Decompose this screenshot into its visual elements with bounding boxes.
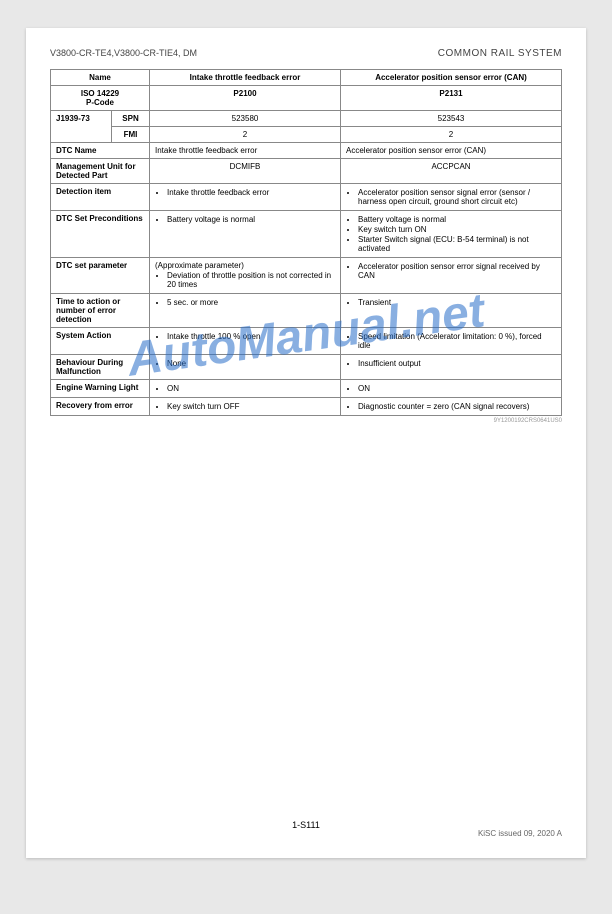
iso-label: ISO 14229 P-Code bbox=[51, 86, 150, 111]
precond-b: Battery voltage is normal Key switch tur… bbox=[341, 211, 562, 258]
param-b-item: Accelerator position sensor error signal… bbox=[358, 262, 556, 280]
detection-label: Detection item bbox=[51, 184, 150, 211]
doc-code: 9Y1200192CRS0641US0 bbox=[50, 418, 562, 424]
behav-a-item: None bbox=[167, 359, 335, 368]
time-a: 5 sec. or more bbox=[150, 294, 341, 328]
action-label: System Action bbox=[51, 328, 150, 355]
header-left: V3800-CR-TE4,V3800-CR-TIE4, DM bbox=[50, 48, 197, 59]
mgmt-label: Management Unit for Detected Part bbox=[51, 159, 150, 184]
col-a-header: Intake throttle feedback error bbox=[150, 70, 341, 86]
iso-a: P2100 bbox=[150, 86, 341, 111]
detection-b: Accelerator position sensor signal error… bbox=[341, 184, 562, 211]
param-label: DTC set parameter bbox=[51, 258, 150, 294]
precond-b-item: Starter Switch signal (ECU: B-54 termina… bbox=[358, 235, 556, 253]
dtc-name-b: Accelerator position sensor error (CAN) bbox=[341, 143, 562, 159]
spn-a: 523580 bbox=[150, 111, 341, 127]
header-right: COMMON RAIL SYSTEM bbox=[438, 48, 562, 59]
time-b-item: Transient bbox=[358, 298, 556, 307]
behav-b-item: Insufficient output bbox=[358, 359, 556, 368]
ewl-a-item: ON bbox=[167, 384, 335, 393]
time-label: Time to action or number of error detect… bbox=[51, 294, 150, 328]
iso-b: P2131 bbox=[341, 86, 562, 111]
ewl-b-item: ON bbox=[358, 384, 556, 393]
ewl-label: Engine Warning Light bbox=[51, 380, 150, 398]
fmi-a: 2 bbox=[150, 127, 341, 143]
action-a-item: Intake throttle 100 % open bbox=[167, 332, 335, 341]
precond-a-item: Battery voltage is normal bbox=[167, 215, 335, 224]
dtc-table: Name Intake throttle feedback error Acce… bbox=[50, 69, 562, 416]
time-b: Transient bbox=[341, 294, 562, 328]
behav-b: Insufficient output bbox=[341, 355, 562, 380]
ewl-b: ON bbox=[341, 380, 562, 398]
spn-b: 523543 bbox=[341, 111, 562, 127]
precond-label: DTC Set Preconditions bbox=[51, 211, 150, 258]
recov-b-item: Diagnostic counter = zero (CAN signal re… bbox=[358, 402, 556, 411]
recov-b: Diagnostic counter = zero (CAN signal re… bbox=[341, 398, 562, 416]
col-b-header: Accelerator position sensor error (CAN) bbox=[341, 70, 562, 86]
ewl-a: ON bbox=[150, 380, 341, 398]
page-number: 1-S111 bbox=[292, 820, 320, 830]
precond-a: Battery voltage is normal bbox=[150, 211, 341, 258]
footer-right: KiSC issued 09, 2020 A bbox=[478, 829, 562, 838]
action-b-item: Speed limitation (Accelerator limitation… bbox=[358, 332, 556, 350]
action-b: Speed limitation (Accelerator limitation… bbox=[341, 328, 562, 355]
detection-a-item: Intake throttle feedback error bbox=[167, 188, 335, 197]
param-a: (Approximate parameter) Deviation of thr… bbox=[150, 258, 341, 294]
detection-b-item: Accelerator position sensor signal error… bbox=[358, 188, 556, 206]
name-header: Name bbox=[51, 70, 150, 86]
page-header: V3800-CR-TE4,V3800-CR-TIE4, DM COMMON RA… bbox=[50, 48, 562, 59]
mgmt-b: ACCPCAN bbox=[341, 159, 562, 184]
mgmt-a: DCMIFB bbox=[150, 159, 341, 184]
precond-b-item: Battery voltage is normal bbox=[358, 215, 556, 224]
recov-a: Key switch turn OFF bbox=[150, 398, 341, 416]
recov-a-item: Key switch turn OFF bbox=[167, 402, 335, 411]
time-a-item: 5 sec. or more bbox=[167, 298, 335, 307]
page-container: V3800-CR-TE4,V3800-CR-TIE4, DM COMMON RA… bbox=[26, 28, 586, 858]
fmi-label: FMI bbox=[112, 127, 150, 143]
param-b: Accelerator position sensor error signal… bbox=[341, 258, 562, 294]
j1939-label: J1939-73 bbox=[51, 111, 112, 143]
behav-label: Behaviour During Malfunction bbox=[51, 355, 150, 380]
precond-b-item: Key switch turn ON bbox=[358, 225, 556, 234]
param-a-pre: (Approximate parameter) bbox=[155, 261, 244, 270]
dtc-name-a: Intake throttle feedback error bbox=[150, 143, 341, 159]
spn-label: SPN bbox=[112, 111, 150, 127]
action-a: Intake throttle 100 % open bbox=[150, 328, 341, 355]
dtc-name-label: DTC Name bbox=[51, 143, 150, 159]
behav-a: None bbox=[150, 355, 341, 380]
detection-a: Intake throttle feedback error bbox=[150, 184, 341, 211]
fmi-b: 2 bbox=[341, 127, 562, 143]
recov-label: Recovery from error bbox=[51, 398, 150, 416]
param-a-item: Deviation of throttle position is not co… bbox=[167, 271, 335, 289]
